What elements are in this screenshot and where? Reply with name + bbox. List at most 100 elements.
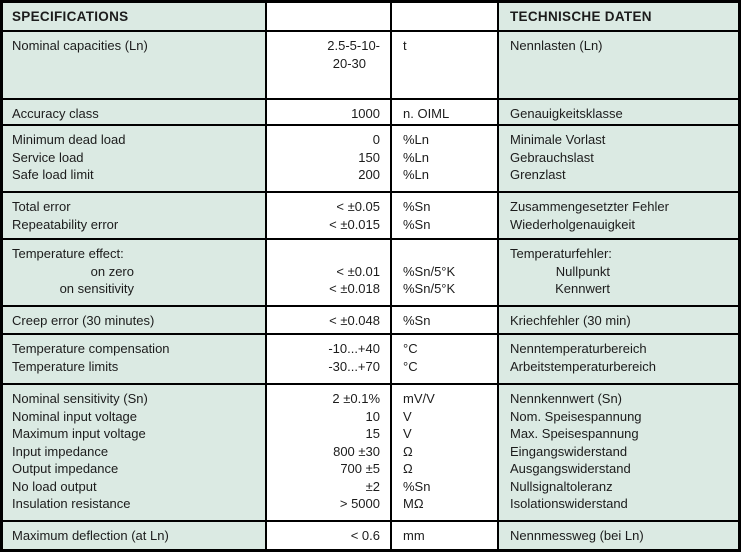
spec-value-cell: < ±0.01 < ±0.018 <box>265 240 390 305</box>
spec-label-en: Repeatability error <box>12 216 119 232</box>
spec-value: 800 ±30 <box>333 443 380 459</box>
spec-label-en: Insulation resistance <box>12 496 131 511</box>
spec-label-de-cell: Minimale Vorlast Gebrauchslast Grenzlast <box>497 126 738 191</box>
spec-unit: %Ln <box>403 149 430 165</box>
spec-unit: %Sn <box>403 216 431 232</box>
spec-value: < ±0.05 <box>336 199 380 214</box>
spec-unit: %Sn/5°K <box>403 281 456 296</box>
spec-unit: V <box>403 408 412 424</box>
spec-value: < ±0.048 <box>329 313 380 328</box>
spec-value: 1000 <box>351 106 380 121</box>
spec-label-de: Nennkennwert (Sn) <box>510 391 622 406</box>
spec-value: 20-30 <box>332 55 366 71</box>
spec-unit-cell: °C °C <box>390 335 497 383</box>
spec-label-en-cell: Maximum deflection (at Ln) <box>3 522 265 549</box>
spec-label-de: Minimale Vorlast <box>510 132 606 147</box>
spec-label-en-cell: Temperature compensation Temperature lim… <box>3 335 265 383</box>
spec-label-de: Isolationswiderstand <box>510 496 628 511</box>
spec-sublabel-de: Nullpunkt <box>555 263 610 279</box>
spec-group-temperature-ranges: Temperature compensation Temperature lim… <box>3 333 738 383</box>
spec-label-de: Max. Speisespannung <box>510 426 639 441</box>
spec-group-temperature-effect: Temperature effect: on zero on sensitivi… <box>3 238 738 305</box>
spec-label-de: Arbeitstemperaturbereich <box>510 358 656 374</box>
spec-value: 10 <box>365 408 380 424</box>
spec-unit: °C <box>403 341 418 356</box>
spec-label-en: No load output <box>12 478 97 494</box>
spec-label-de: Kriechfehler (30 min) <box>510 313 631 328</box>
spec-unit: n. OIML <box>403 106 450 121</box>
spec-label-de: Zusammengesetzter Fehler <box>510 199 669 214</box>
spec-label-en: Creep error (30 minutes) <box>12 313 155 328</box>
spec-label-en: Minimum dead load <box>12 132 126 147</box>
spec-value: -30...+70 <box>328 358 380 374</box>
spec-group-nominal-capacities: Nominal capacities (Ln) 2.5-5-10- 20-30 … <box>3 30 738 98</box>
spec-label-de: Nennlasten (Ln) <box>510 38 603 53</box>
spec-value-cell: < ±0.048 <box>265 307 390 333</box>
spec-value: < ±0.018 <box>329 281 380 296</box>
spec-label-de-cell: Nennlasten (Ln) <box>497 32 738 98</box>
spec-value: < ±0.01 <box>336 263 380 279</box>
spec-label-en: Safe load limit <box>12 167 94 182</box>
spec-label-en: Output impedance <box>12 461 119 476</box>
spec-value: 2 ±0.1% <box>332 391 380 406</box>
spec-label-de-cell: Temperaturfehler: Nullpunkt Kennwert <box>497 240 738 305</box>
spec-unit-cell: %Sn %Sn <box>390 193 497 238</box>
spec-value: < 0.6 <box>350 528 380 543</box>
spec-label-en-cell: Creep error (30 minutes) <box>3 307 265 333</box>
spec-label-de-cell: Zusammengesetzter Fehler Wiederholgenaui… <box>497 193 738 238</box>
spec-value-cell: 0 150 200 <box>265 126 390 191</box>
header-specifications: SPECIFICATIONS <box>3 3 265 30</box>
spec-group-electrical: Nominal sensitivity (Sn) Nominal input v… <box>3 383 738 520</box>
header-unit-column <box>390 3 497 30</box>
spec-label-de: Temperaturfehler: <box>510 246 612 261</box>
spec-unit-cell: %Sn <box>390 307 497 333</box>
header-value-column <box>265 3 390 30</box>
spec-value: 2.5-5-10- <box>327 38 380 53</box>
spec-unit: %Ln <box>403 132 430 147</box>
spec-unit: Ω <box>403 461 413 476</box>
spec-label-de: Nullsignaltoleranz <box>510 478 613 494</box>
spec-label-de: Nenntemperaturbereich <box>510 341 647 356</box>
header-technische-daten: TECHNISCHE DATEN <box>497 3 738 30</box>
spec-value <box>273 245 380 263</box>
spec-sublabel-en: on zero <box>90 263 134 279</box>
spec-unit: mm <box>403 528 425 543</box>
spec-label-en-cell: Total error Repeatability error <box>3 193 265 238</box>
header-technische-daten-label: TECHNISCHE DATEN <box>510 9 652 24</box>
spec-value: 150 <box>358 149 380 165</box>
spec-unit-cell: mm <box>390 522 497 549</box>
spec-value: 700 ±5 <box>340 461 380 476</box>
spec-sublabel-en: on sensitivity <box>59 281 134 296</box>
spec-label-en: Nominal capacities (Ln) <box>12 38 148 53</box>
spec-label-de: Gebrauchslast <box>510 149 594 165</box>
spec-unit-cell: %Ln %Ln %Ln <box>390 126 497 191</box>
spec-unit: %Sn <box>403 199 431 214</box>
spec-unit: V <box>403 426 412 441</box>
spec-value-cell: -10...+40 -30...+70 <box>265 335 390 383</box>
spec-label-de-cell: Genauigkeitsklasse <box>497 100 738 124</box>
spec-label-en: Temperature compensation <box>12 341 170 356</box>
spec-label-en-cell: Nominal capacities (Ln) <box>3 32 265 98</box>
spec-label-en: Service load <box>12 149 84 165</box>
spec-label-en-cell: Temperature effect: on zero on sensitivi… <box>3 240 265 305</box>
spec-sublabel-de: Kennwert <box>555 281 610 296</box>
spec-unit-cell: %Sn/5°K %Sn/5°K <box>390 240 497 305</box>
spec-value: > 5000 <box>339 496 380 511</box>
spec-label-de: Eingangswiderstand <box>510 443 628 459</box>
spec-label-de: Nom. Speisespannung <box>510 408 642 424</box>
spec-unit-cell: t <box>390 32 497 98</box>
header-specifications-label: SPECIFICATIONS <box>12 9 129 24</box>
spec-unit <box>403 245 491 263</box>
spec-value: 200 <box>358 167 380 182</box>
spec-label-de: Wiederholgenauigkeit <box>510 216 636 232</box>
table-header-row: SPECIFICATIONS TECHNISCHE DATEN <box>3 3 738 30</box>
spec-label-de-cell: Nenntemperaturbereich Arbeitstemperaturb… <box>497 335 738 383</box>
spec-label-en: Accuracy class <box>12 106 99 121</box>
spec-unit: t <box>403 38 407 53</box>
spec-label-de-cell: Kriechfehler (30 min) <box>497 307 738 333</box>
spec-value: < ±0.015 <box>329 216 380 232</box>
spec-label-en: Input impedance <box>12 443 109 459</box>
spec-value-cell: < ±0.05 < ±0.015 <box>265 193 390 238</box>
spec-label-en-cell: Minimum dead load Service load Safe load… <box>3 126 265 191</box>
